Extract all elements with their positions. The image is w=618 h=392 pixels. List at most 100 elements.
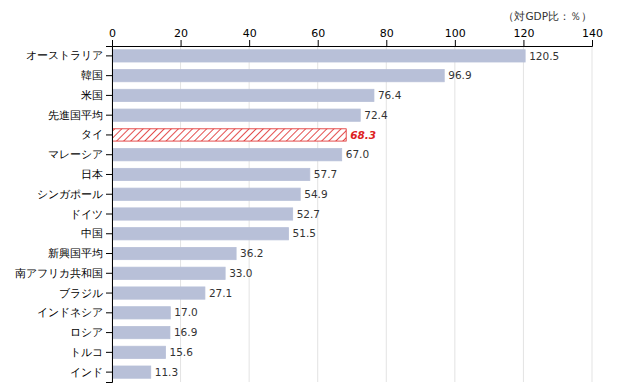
- y-tick-mark: [106, 115, 112, 116]
- x-tick-label: 0: [109, 27, 116, 40]
- x-tick-label: 140: [582, 27, 603, 40]
- x-tick-mark: [386, 40, 387, 46]
- y-tick-label: 新興国平均: [48, 247, 103, 260]
- data-label: 68.3: [350, 129, 376, 141]
- y-tick-mark: [106, 214, 112, 215]
- x-tick: 100: [445, 27, 466, 46]
- y-tick: 南アフリカ共和国: [15, 267, 112, 280]
- bar: [112, 50, 525, 62]
- data-label: 17.0: [174, 306, 197, 318]
- x-tick: 0: [109, 27, 116, 46]
- y-tick: インド: [70, 366, 112, 379]
- y-tick-label: タイ: [81, 128, 103, 141]
- y-tick-label: 南アフリカ共和国: [15, 267, 103, 280]
- x-tick: 40: [243, 27, 257, 46]
- y-tick-mark: [106, 312, 112, 313]
- data-label: 33.0: [229, 267, 252, 279]
- grid: [112, 46, 592, 382]
- y-tick-mark: [106, 75, 112, 76]
- y-tick-label: トルコ: [70, 346, 103, 359]
- data-label: 67.0: [346, 148, 369, 160]
- y-tick: インドネシア: [37, 306, 112, 319]
- x-tick-mark: [318, 40, 319, 46]
- x-tick-mark: [112, 40, 113, 46]
- data-label: 52.7: [297, 208, 320, 220]
- y-tick-label: 韓国: [81, 69, 103, 82]
- y-tick-mark: [106, 293, 112, 294]
- y-tick-mark: [106, 273, 112, 274]
- y-tick: マレーシア: [48, 148, 112, 161]
- data-labels: 11.315.616.917.027.133.036.251.552.754.9…: [155, 50, 559, 378]
- y-tick-mark: [106, 194, 112, 195]
- data-label: 11.3: [155, 366, 178, 378]
- y-tick: ドイツ: [70, 208, 112, 221]
- y-tick: 韓国: [81, 69, 112, 82]
- y-tick-mark: [106, 253, 112, 254]
- y-tick: トルコ: [70, 346, 112, 359]
- x-tick-label: 40: [243, 27, 257, 40]
- x-tick: 120: [513, 27, 534, 46]
- x-tick: 140: [582, 27, 603, 46]
- x-axis-line: [113, 40, 593, 47]
- data-label: 57.7: [314, 168, 337, 180]
- x-tick-label: 80: [380, 27, 394, 40]
- x-tick-mark: [455, 40, 456, 46]
- grid-line: [454, 46, 455, 382]
- bar: [112, 228, 289, 240]
- bar: [112, 267, 225, 279]
- bar: [112, 247, 236, 259]
- bar: [112, 208, 293, 220]
- bar: [112, 188, 300, 200]
- grid-line: [523, 46, 524, 382]
- y-tick-mark: [106, 352, 112, 353]
- y-tick: タイ: [81, 128, 112, 141]
- x-tick-mark: [592, 40, 593, 46]
- y-tick-label: 先進国平均: [48, 109, 103, 122]
- x-tick-label: 60: [311, 27, 325, 40]
- y-tick-mark: [106, 233, 112, 234]
- plot: 020406080100120140インドトルコロシアインドネシアブラジル南アフ…: [15, 10, 603, 383]
- bars: [112, 50, 525, 378]
- x-tick-label: 20: [174, 27, 188, 40]
- y-tick-label: ロシア: [70, 326, 103, 339]
- y-tick-label: シンガポール: [37, 188, 103, 201]
- y-tick: 新興国平均: [48, 247, 112, 260]
- bar: [112, 366, 151, 378]
- y-axis: インドトルコロシアインドネシアブラジル南アフリカ共和国新興国平均中国ドイツシンガ…: [15, 47, 113, 383]
- bar: [112, 307, 170, 319]
- x-axis-label: （対GDP比：％）: [503, 10, 592, 22]
- data-label: 120.5: [529, 50, 559, 62]
- grid-line: [592, 46, 593, 382]
- y-tick-mark: [106, 134, 112, 135]
- data-label: 15.6: [169, 346, 193, 358]
- y-tick: シンガポール: [37, 188, 112, 201]
- data-label: 16.9: [174, 326, 197, 338]
- y-tick-label: インド: [70, 366, 103, 379]
- bar: [112, 89, 374, 101]
- y-tick-label: オーストラリア: [26, 49, 103, 62]
- y-tick: 先進国平均: [48, 109, 112, 122]
- data-label: 96.9: [448, 69, 471, 81]
- x-tick: 80: [380, 27, 394, 46]
- bar: [112, 109, 360, 121]
- chart: 020406080100120140インドトルコロシアインドネシアブラジル南アフ…: [0, 0, 618, 392]
- bar: [112, 326, 170, 338]
- data-label: 54.9: [304, 188, 327, 200]
- y-tick: 中国: [81, 227, 112, 240]
- y-tick-label: ドイツ: [70, 208, 103, 221]
- bar: [112, 70, 444, 82]
- bar: [112, 149, 342, 161]
- x-tick-mark: [249, 40, 250, 46]
- x-tick: 60: [311, 27, 325, 46]
- y-axis-line: [106, 47, 113, 383]
- bar: [112, 287, 205, 299]
- x-tick-label: 120: [513, 27, 534, 40]
- y-tick-label: マレーシア: [48, 148, 103, 161]
- y-tick-label: 中国: [81, 227, 103, 240]
- y-tick-label: 米国: [81, 89, 103, 102]
- x-tick-mark: [181, 40, 182, 46]
- y-tick-mark: [106, 154, 112, 155]
- y-tick: 米国: [81, 89, 112, 102]
- data-label: 27.1: [209, 287, 232, 299]
- y-tick-mark: [106, 174, 112, 175]
